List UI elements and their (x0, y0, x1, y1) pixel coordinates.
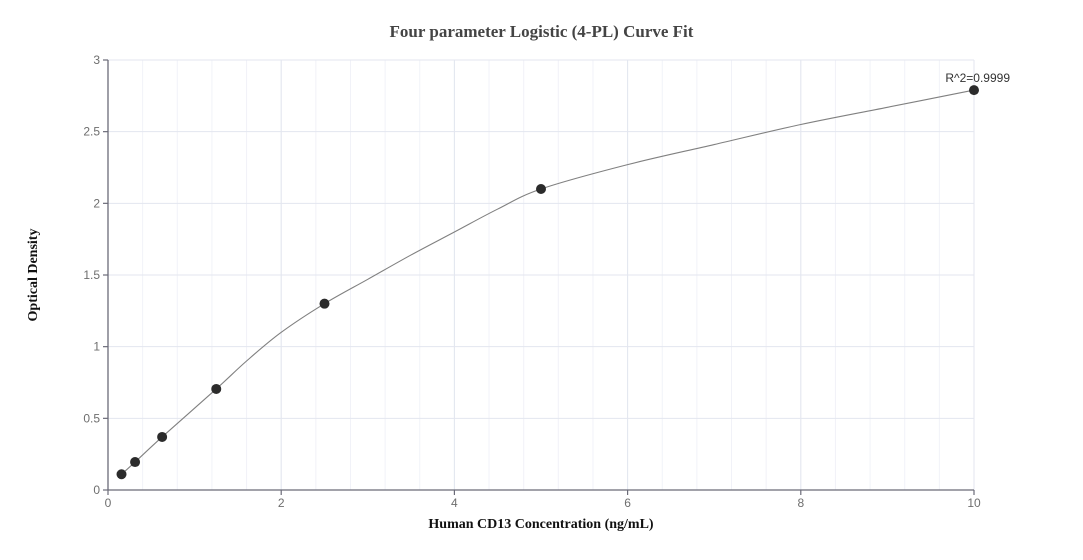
chart-title: Four parameter Logistic (4-PL) Curve Fit (389, 22, 694, 41)
data-point (969, 85, 979, 96)
y-tick-label: 2 (93, 196, 100, 210)
annotations: R^2=0.9999 (945, 71, 1010, 85)
x-tick-label: 0 (105, 496, 112, 510)
x-tick-label: 4 (451, 496, 458, 510)
y-tick-label: 3 (93, 53, 100, 67)
x-tick-label: 2 (278, 496, 285, 510)
tick-labels: 0 0.5 1 1.5 2 2.5 3 0 2 4 6 8 10 (83, 53, 981, 510)
axes (103, 59, 975, 495)
data-point (130, 457, 141, 468)
r-squared-annotation: R^2=0.9999 (945, 71, 1010, 85)
data-point (116, 469, 127, 480)
y-axis-label: Optical Density (26, 228, 41, 322)
y-tick-label: 2.5 (83, 125, 100, 139)
data-point (319, 298, 330, 309)
y-tick-label: 1 (93, 340, 100, 354)
y-tick-label: 0 (93, 483, 100, 497)
x-axis-label: Human CD13 Concentration (ng/mL) (428, 517, 654, 532)
fit-curve (121, 89, 975, 475)
x-tick-label: 6 (624, 496, 631, 510)
x-tick-label: 8 (797, 496, 804, 510)
y-tick-label: 0.5 (83, 411, 100, 425)
data-point (536, 184, 546, 194)
x-tick-label: 10 (967, 496, 981, 510)
data-points (116, 85, 979, 480)
data-point (157, 431, 168, 442)
grid-lines (107, 59, 975, 491)
data-point (211, 383, 222, 394)
y-tick-label: 1.5 (83, 268, 100, 282)
